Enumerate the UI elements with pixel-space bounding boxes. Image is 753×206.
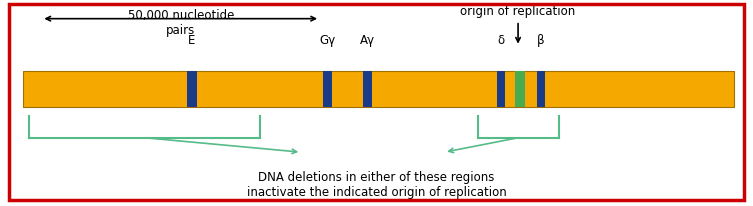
Text: E: E [188,33,196,46]
Bar [23,72,734,107]
Text: Gγ: Gγ [319,33,336,46]
Text: β: β [537,33,544,46]
Bar [497,72,505,107]
Text: 50,000 nucleotide
pairs: 50,000 nucleotide pairs [127,9,234,37]
Text: DNA deletions in either of these regions
inactivate the indicated origin of repl: DNA deletions in either of these regions… [247,170,506,198]
Bar [363,72,372,107]
Bar [536,72,545,107]
Bar [515,72,525,107]
Text: Aγ: Aγ [360,33,375,46]
Text: δ: δ [497,33,505,46]
Bar [323,72,332,107]
Text: origin of replication: origin of replication [460,5,576,18]
Bar [187,72,197,107]
